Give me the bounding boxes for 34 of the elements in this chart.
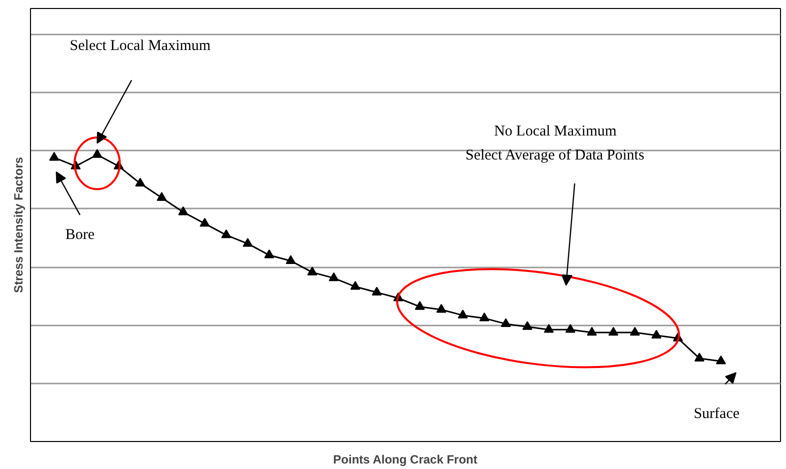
point bbox=[608, 326, 618, 336]
point bbox=[49, 152, 60, 161]
point bbox=[372, 286, 382, 296]
point bbox=[92, 149, 102, 158]
point bbox=[242, 238, 253, 247]
point bbox=[716, 356, 726, 364]
annotation: No Local Maximum Select Average of Data Points bbox=[465, 123, 644, 164]
x-axis-title: Points Along Crack Front bbox=[333, 452, 478, 466]
point bbox=[135, 178, 146, 187]
point bbox=[200, 218, 210, 227]
annotation: Surface bbox=[694, 406, 740, 422]
point bbox=[586, 326, 597, 336]
point bbox=[414, 301, 425, 310]
point bbox=[651, 330, 662, 338]
point bbox=[286, 255, 296, 264]
point bbox=[178, 206, 188, 216]
point bbox=[436, 304, 446, 313]
point bbox=[630, 326, 640, 336]
point bbox=[328, 272, 339, 282]
y-axis-title: Stress Intensity Factors bbox=[12, 156, 26, 294]
point bbox=[458, 310, 468, 318]
point bbox=[500, 318, 511, 328]
point bbox=[544, 324, 554, 333]
point bbox=[479, 312, 490, 322]
point bbox=[565, 324, 576, 333]
point bbox=[264, 249, 274, 258]
point bbox=[221, 229, 232, 238]
text: Select Local Maximum bbox=[70, 38, 211, 54]
annotation: Bore bbox=[65, 227, 95, 244]
point bbox=[156, 192, 167, 201]
point bbox=[307, 266, 318, 276]
point bbox=[522, 321, 532, 330]
point bbox=[694, 352, 704, 362]
point bbox=[350, 280, 360, 290]
